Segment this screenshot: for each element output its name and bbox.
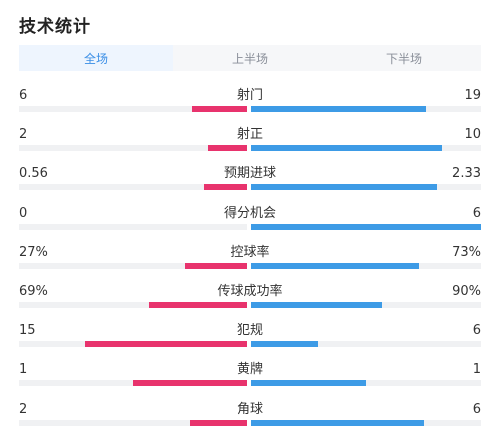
- home-bar: [85, 341, 247, 348]
- away-value: 90%: [452, 284, 481, 299]
- away-bar-track: [251, 223, 481, 230]
- away-bar: [251, 262, 419, 269]
- home-value: 2: [19, 127, 28, 143]
- away-bar-track: [251, 341, 481, 348]
- away-bar: [251, 419, 424, 426]
- away-bar: [251, 223, 481, 230]
- home-bar-track: [19, 223, 247, 230]
- home-value: 2: [19, 401, 28, 417]
- home-value: 6: [19, 88, 28, 103]
- away-value: 6: [472, 205, 481, 221]
- home-bar: [185, 262, 247, 269]
- stat-label: 控球率: [230, 244, 270, 260]
- home-bar: [204, 184, 247, 191]
- stat-label: 预期进球: [223, 166, 276, 182]
- home-bar-track: [19, 262, 247, 269]
- home-bar: [208, 145, 247, 152]
- stat-row: 得分机会 0 6: [19, 206, 481, 238]
- stat-row: 预期进球 0.56 2.33: [19, 166, 481, 198]
- home-value: 1: [19, 362, 28, 378]
- home-bar-track: [19, 302, 247, 308]
- home-value: 0: [19, 205, 28, 221]
- stat-row: 控球率 27% 73%: [19, 245, 481, 277]
- stat-label: 黄牌: [236, 362, 263, 378]
- away-bar-track: [251, 302, 481, 308]
- page-title: 技术统计: [19, 17, 91, 37]
- stat-row: 犯规 15 6: [19, 323, 481, 355]
- home-bar: [133, 380, 247, 387]
- home-bar: [192, 106, 247, 112]
- home-bar-track: [19, 419, 247, 426]
- home-value: 15: [19, 323, 36, 339]
- away-bar-track: [251, 419, 481, 426]
- away-bar: [251, 145, 442, 152]
- away-bar-track: [251, 184, 481, 191]
- home-bar-track: [19, 380, 247, 387]
- away-value: 6: [472, 401, 481, 417]
- home-value: 0.56: [19, 166, 48, 182]
- home-value: 27%: [19, 244, 48, 260]
- away-bar: [251, 341, 318, 348]
- away-bar-track: [251, 262, 481, 269]
- stat-row: 黄牌 1 1: [19, 362, 481, 394]
- home-bar-track: [19, 184, 247, 191]
- stat-row: 射正 2 10: [19, 127, 481, 159]
- home-bar: [149, 302, 247, 308]
- stat-label: 射正: [236, 127, 263, 143]
- home-bar-track: [19, 106, 247, 112]
- away-bar: [251, 380, 366, 387]
- away-value: 1: [472, 362, 481, 378]
- away-bar: [251, 184, 437, 191]
- home-bar-track: [19, 341, 247, 348]
- away-value: 10: [464, 127, 481, 143]
- stat-label: 传球成功率: [217, 284, 283, 299]
- stat-label: 犯规: [236, 323, 263, 339]
- stat-label: 得分机会: [223, 205, 276, 221]
- away-bar-track: [251, 145, 481, 152]
- away-value: 2.33: [452, 166, 481, 182]
- tab-full-match[interactable]: 全场: [19, 45, 173, 71]
- home-value: 69%: [19, 284, 48, 299]
- away-bar-track: [251, 106, 481, 112]
- tab-first-half[interactable]: 上半场: [231, 51, 268, 66]
- stat-row: 传球成功率 69% 90%: [19, 284, 481, 316]
- away-bar: [251, 302, 382, 308]
- away-value: 6: [472, 323, 481, 339]
- stat-row: 射门 6 19: [19, 88, 481, 120]
- home-bar-track: [19, 145, 247, 152]
- away-value: 73%: [452, 244, 481, 260]
- stat-label: 射门: [236, 88, 263, 103]
- tab-second-half[interactable]: 下半场: [385, 51, 422, 66]
- away-bar-track: [251, 380, 481, 387]
- away-bar: [251, 106, 426, 112]
- stat-row: 角球 2 6: [19, 402, 481, 434]
- home-bar: [190, 419, 247, 426]
- period-tabs: 全场 上半场 下半场: [19, 45, 481, 71]
- away-value: 19: [464, 88, 481, 103]
- stat-label: 角球: [236, 401, 263, 417]
